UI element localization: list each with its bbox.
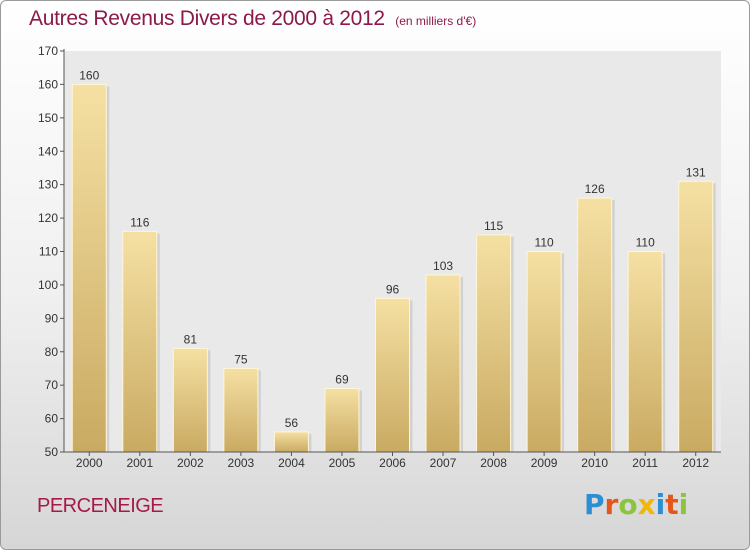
bar (678, 180, 714, 453)
commune-name: PERCENEIGE (37, 495, 164, 517)
logo-letter: i (678, 488, 689, 521)
x-tick-label: 2007 (430, 456, 457, 470)
x-tick-label: 2000 (76, 456, 103, 470)
bar-value-label: 96 (386, 282, 400, 296)
y-tick-label: 70 (45, 378, 59, 392)
y-tick-label: 80 (45, 345, 59, 359)
y-tick-label: 150 (38, 111, 58, 125)
bar (577, 197, 613, 453)
chart-subtitle: (en milliers d'€) (395, 14, 477, 28)
x-tick-label: 2005 (329, 456, 356, 470)
bar-value-label: 160 (79, 68, 99, 82)
axes-group: 50 60 70 80 90 100 110 120 130 140 150 160 170 2000 20… (38, 44, 721, 470)
logo-letter: P (584, 488, 605, 521)
y-tick-label: 120 (38, 211, 58, 225)
x-tick-label: 2008 (480, 456, 507, 470)
bar (172, 347, 208, 453)
y-tick-label: 160 (38, 77, 58, 91)
bar-value-label: 69 (335, 373, 349, 387)
bar-value-label: 110 (636, 236, 655, 250)
bar-value-label: 81 (184, 332, 198, 346)
x-tick-label: 2012 (682, 456, 709, 470)
bar-value-label: 56 (285, 416, 299, 430)
y-tick-label: 90 (45, 311, 59, 325)
y-tick-label: 170 (38, 44, 58, 58)
bar-value-label: 126 (585, 182, 605, 196)
bars-group: 160 116 81 75 56 69 96 103 115 110 126 110 131 (71, 68, 716, 453)
bar (273, 431, 309, 453)
bar (526, 251, 562, 453)
bar (476, 234, 512, 453)
logo-letter: o (618, 488, 638, 521)
bar-value-label: 75 (234, 352, 248, 366)
y-tick-label: 110 (39, 245, 58, 259)
bar-value-label: 110 (535, 236, 554, 250)
x-tick-label: 2010 (581, 456, 608, 470)
proxiti-logo[interactable]: Proxiti (584, 488, 688, 521)
x-tick-label: 2002 (177, 456, 204, 470)
x-tick-label: 2004 (278, 456, 305, 470)
logo-letter: t (665, 488, 679, 521)
bar (223, 367, 259, 453)
bar (122, 230, 158, 453)
y-tick-label: 60 (45, 412, 59, 426)
bar (71, 83, 107, 453)
x-tick-label: 2001 (126, 456, 153, 470)
logo-letter: i (655, 488, 666, 521)
y-tick-label: 130 (38, 178, 58, 192)
bar (324, 388, 360, 453)
bar-value-label: 103 (433, 259, 453, 273)
x-tick-label: 2006 (379, 456, 406, 470)
x-tick-label: 2003 (228, 456, 255, 470)
bar (425, 274, 461, 453)
x-tick-label: 2009 (531, 456, 558, 470)
y-tick-label: 50 (45, 445, 59, 459)
bar-value-label: 115 (484, 219, 503, 233)
bar (375, 297, 410, 453)
logo-letter: r (604, 488, 619, 521)
bar-value-label: 131 (686, 165, 706, 179)
y-tick-label: 100 (38, 278, 58, 292)
x-tick-label: 2011 (632, 456, 658, 470)
bar-value-label: 116 (130, 215, 149, 229)
logo-letter: x (637, 488, 656, 521)
y-tick-label: 140 (38, 144, 58, 158)
title-row: Autres Revenus Divers de 2000 à 2012 (en… (29, 7, 476, 31)
bar (627, 251, 663, 453)
chart-title: Autres Revenus Divers de 2000 à 2012 (29, 7, 385, 30)
